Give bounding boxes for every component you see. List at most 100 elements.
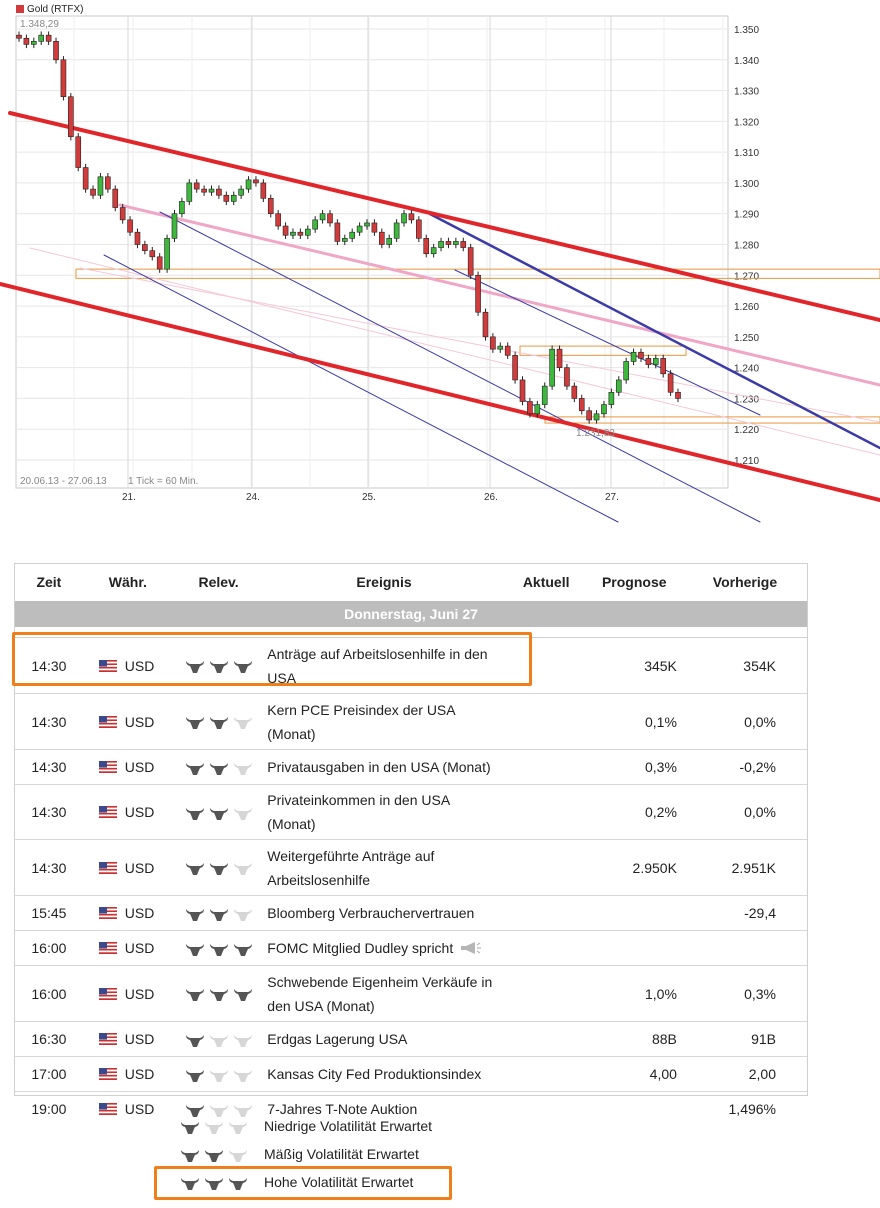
price-zone xyxy=(519,345,687,356)
bull-icon xyxy=(233,941,253,957)
candle-down xyxy=(105,176,111,190)
candle-down xyxy=(571,385,578,399)
table-row[interactable]: 16:30 USD Erdgas Lagerung USA 88B 91B xyxy=(14,1021,808,1057)
event-forecast xyxy=(590,1091,681,1126)
candle-down xyxy=(75,136,82,168)
chart-legend: Gold (RTFX) xyxy=(16,4,84,15)
us-flag-icon xyxy=(98,906,117,919)
bull-icon xyxy=(233,1102,253,1118)
y-tick-label: 1.240 xyxy=(734,364,759,375)
event-relevance xyxy=(171,693,266,750)
currency-code: USD xyxy=(124,759,155,775)
x-tick-label: 27. xyxy=(605,492,619,503)
event-title[interactable]: FOMC Mitglied Dudley spricht xyxy=(267,940,454,956)
event-title[interactable]: Privatausgaben in den USA (Monat) xyxy=(267,759,491,775)
candle-down xyxy=(482,311,489,338)
candle-up xyxy=(179,201,185,215)
table-row[interactable]: 14:30 USD Privatausgaben in den USA (Monat… xyxy=(14,749,808,785)
event-title[interactable]: Kansas City Fed Produktionsindex xyxy=(267,1066,482,1082)
bull-icon xyxy=(233,1067,253,1083)
candle-down xyxy=(53,41,59,61)
event-title[interactable]: Erdgas Lagerung USA xyxy=(267,1031,408,1047)
bull-icon xyxy=(185,986,205,1002)
header-forecast[interactable]: Prognose xyxy=(590,563,681,601)
event-title[interactable]: Schwebende Eigenheim Verkäufe in den USA… xyxy=(267,973,493,1014)
event-name[interactable]: Schwebende Eigenheim Verkäufe in den USA… xyxy=(265,965,502,1022)
event-forecast: 0,2% xyxy=(590,784,681,840)
event-actual xyxy=(501,839,591,896)
event-previous: -29,4 xyxy=(680,895,808,931)
event-title[interactable]: Weitergeführte Anträge auf Arbeitslosenh… xyxy=(267,847,435,888)
candle-down xyxy=(490,336,496,350)
table-row[interactable]: 19:00 USD 7-Jahres T-Note Auktion 1,496% xyxy=(14,1091,808,1126)
candle-down xyxy=(223,194,230,202)
speaker-icon xyxy=(459,937,482,954)
candle-down xyxy=(16,34,22,39)
candle-down xyxy=(112,188,119,208)
header-currency[interactable]: Währ. xyxy=(83,563,172,601)
table-row[interactable]: 14:30 USD Kern PCE Preisindex der USA (Mon… xyxy=(14,693,808,750)
candle-up xyxy=(304,228,311,236)
candle-up xyxy=(364,222,370,227)
event-title[interactable]: Kern PCE Preisindex der USA (Monat) xyxy=(267,701,455,742)
trend-line-red-upper xyxy=(8,111,880,322)
trend-line-blue xyxy=(428,212,880,450)
table-row[interactable]: 14:30 USD Privateinkommen in den USA (Mona… xyxy=(14,784,808,840)
candle-up xyxy=(393,222,400,239)
table-row[interactable]: 17:00 USD Kansas City Fed Produktionsindex… xyxy=(14,1056,808,1092)
candle-down xyxy=(519,379,526,402)
event-title[interactable]: 7-Jahres T-Note Auktion xyxy=(267,1101,418,1117)
header-relevance[interactable]: Relev. xyxy=(171,563,266,601)
bull-icon xyxy=(180,1147,200,1163)
event-title[interactable]: Anträge auf Arbeitslosenhilfe in den USA xyxy=(267,645,488,686)
table-row[interactable]: 16:00 USD FOMC Mitglied Dudley spricht xyxy=(14,930,808,966)
event-actual xyxy=(501,895,591,931)
event-relevance xyxy=(171,965,266,1022)
bull-icon xyxy=(180,1119,200,1135)
header-event[interactable]: Ereignis xyxy=(265,563,502,601)
event-name[interactable]: FOMC Mitglied Dudley spricht xyxy=(265,930,502,966)
header-previous[interactable]: Vorherige xyxy=(680,563,808,601)
bull-icon xyxy=(185,760,205,776)
candle-down xyxy=(527,401,533,415)
y-tick-label: 1.300 xyxy=(734,179,759,190)
event-actual xyxy=(501,930,591,966)
header-actual[interactable]: Aktuell xyxy=(501,563,591,601)
event-title[interactable]: Privateinkommen in den USA (Monat) xyxy=(267,792,450,832)
event-name[interactable]: Privateinkommen in den USA (Monat) xyxy=(265,784,502,840)
candle-up xyxy=(615,379,622,393)
gold-chart: 1.350 1.340 1.330 1.320 1.310 1.300 1.290 1.280… xyxy=(0,0,880,530)
x-tick-label: 24. xyxy=(246,492,260,503)
event-currency: USD xyxy=(83,1091,172,1126)
event-name[interactable]: Erdgas Lagerung USA xyxy=(265,1021,502,1057)
candle-down xyxy=(460,241,467,248)
event-name[interactable]: Weitergeführte Anträge auf Arbeitslosenh… xyxy=(265,839,502,896)
y-tick-label: 1.230 xyxy=(734,394,759,405)
event-title[interactable]: Bloomberg Verbrauchervertrauen xyxy=(267,905,475,921)
event-name[interactable]: Kansas City Fed Produktionsindex xyxy=(265,1056,502,1092)
bull-icon xyxy=(209,941,229,957)
table-row[interactable]: 16:00 USD Schwebende Eigenheim Verkäufe in… xyxy=(14,965,808,1022)
y-tick-label: 1.350 xyxy=(734,25,759,36)
x-tick-label: 25. xyxy=(362,492,376,503)
event-name[interactable]: Privatausgaben in den USA (Monat) xyxy=(265,749,502,785)
candle-down xyxy=(282,225,289,236)
candle-down xyxy=(60,59,67,98)
legend-bulls xyxy=(178,1117,262,1134)
candle-down xyxy=(267,198,274,215)
bull-icon xyxy=(185,1067,205,1083)
table-row[interactable]: 15:45 USD Bloomberg Verbrauchervertrauen -2… xyxy=(14,895,808,931)
event-actual xyxy=(501,1021,591,1057)
candle-down xyxy=(578,398,585,412)
header-time[interactable]: Zeit xyxy=(14,563,84,601)
candle-up xyxy=(652,358,659,365)
event-previous: 354K xyxy=(680,637,808,694)
table-row[interactable]: 14:30 USD Weitergeführte Anträge auf Arbei… xyxy=(14,839,808,896)
event-relevance xyxy=(171,1021,266,1057)
event-currency: USD xyxy=(83,895,172,931)
event-name[interactable]: Bloomberg Verbrauchervertrauen xyxy=(265,895,502,931)
event-name[interactable]: 7-Jahres T-Note Auktion xyxy=(265,1091,502,1126)
candle-down xyxy=(297,231,304,236)
y-tick-label: 1.330 xyxy=(734,87,759,98)
event-name[interactable]: Kern PCE Preisindex der USA (Monat) xyxy=(265,693,502,750)
